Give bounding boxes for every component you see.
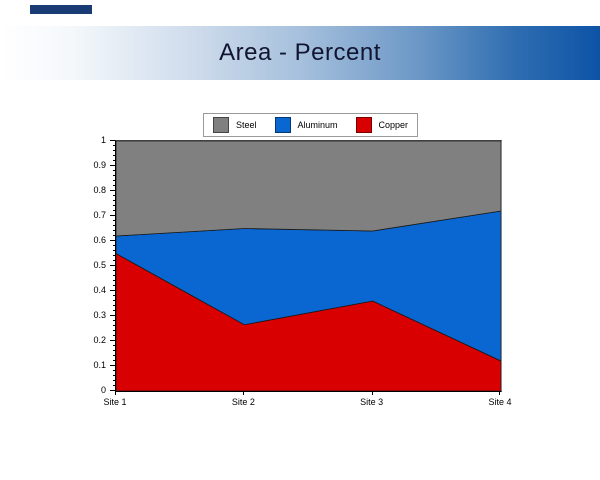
legend-entry-aluminum: Aluminum [274,117,338,133]
y-minor-tick [113,245,116,246]
y-minor-tick [113,330,116,331]
legend-swatch-steel [213,117,229,133]
y-tick-label: 0.2 [93,335,106,345]
y-tick-label: 0.5 [93,260,106,270]
x-axis-ticks [115,391,501,396]
y-minor-tick [113,160,116,161]
x-tick-label: Site 3 [360,397,384,407]
y-tick-label: 0.9 [93,160,106,170]
y-tick-label: 1 [100,135,106,145]
y-major-tick [110,315,116,316]
y-minor-tick [113,380,116,381]
page-title: Area - Percent [219,39,381,66]
plot-area [115,140,502,392]
y-minor-tick [113,150,116,151]
y-minor-tick [113,220,116,221]
legend-label: Aluminum [297,120,338,130]
chart-legend: Steel Aluminum Copper [203,113,419,137]
y-tick-label: 0.1 [93,360,106,370]
y-minor-tick [113,385,116,386]
legend-swatch-copper [355,117,372,133]
y-minor-tick [113,260,116,261]
y-minor-tick [113,235,116,236]
y-minor-tick [113,270,116,271]
legend-entry-copper: Copper [355,117,409,133]
y-minor-tick [113,345,116,346]
y-minor-tick [113,310,116,311]
x-tick [115,391,116,395]
y-minor-tick [113,300,116,301]
y-tick-label: 0.3 [93,310,106,320]
accent-bar [30,5,92,14]
y-tick-label: 0.7 [93,210,106,220]
y-major-tick [110,340,116,341]
y-minor-tick [113,250,116,251]
y-minor-tick [113,200,116,201]
y-minor-tick [113,275,116,276]
y-minor-tick [113,285,116,286]
area-layer-steel [116,141,501,237]
title-bar: Area - Percent [0,26,600,80]
y-minor-tick [113,210,116,211]
legend-entry-steel: Steel [213,117,257,133]
y-axis-labels: 1 0.9 0.8 0.7 0.6 0.5 0.4 0.3 0.2 0.1 0 [76,135,106,395]
y-tick-label: 0 [100,385,106,395]
y-minor-tick [113,280,116,281]
x-tick-label: Site 1 [103,397,127,407]
y-minor-tick [113,205,116,206]
y-major-tick [110,390,116,391]
x-tick-label: Site 4 [488,397,512,407]
y-minor-tick [113,230,116,231]
x-axis-labels: Site 1 Site 2 Site 3 Site 4 [103,397,511,409]
y-minor-tick [113,185,116,186]
y-minor-tick [113,170,116,171]
y-major-tick [110,215,116,216]
y-minor-tick [113,350,116,351]
y-major-tick [110,240,116,241]
y-axis-ticks [110,140,116,392]
y-minor-tick [113,320,116,321]
y-minor-tick [113,325,116,326]
y-minor-tick [113,225,116,226]
y-minor-tick [113,145,116,146]
x-tick-label: Site 2 [231,397,255,407]
y-minor-tick [113,335,116,336]
legend-label: Steel [236,120,257,130]
y-minor-tick [113,375,116,376]
y-major-tick [110,365,116,366]
y-major-tick [110,265,116,266]
y-minor-tick [113,370,116,371]
x-tick [372,391,373,395]
x-tick [499,391,500,395]
y-major-tick [110,190,116,191]
stacked-area-chart [116,141,501,391]
y-minor-tick [113,305,116,306]
legend-label: Copper [378,120,409,130]
y-tick-label: 0.6 [93,235,106,245]
y-minor-tick [113,360,116,361]
x-tick [243,391,244,395]
y-major-tick [110,290,116,291]
y-minor-tick [113,295,116,296]
y-minor-tick [113,155,116,156]
y-minor-tick [113,255,116,256]
y-minor-tick [113,355,116,356]
y-major-tick [110,140,116,141]
y-major-tick [110,165,116,166]
y-minor-tick [113,180,116,181]
y-minor-tick [113,195,116,196]
legend-swatch-aluminum [274,117,291,133]
y-minor-tick [113,175,116,176]
y-tick-label: 0.4 [93,285,106,295]
y-tick-label: 0.8 [93,185,106,195]
